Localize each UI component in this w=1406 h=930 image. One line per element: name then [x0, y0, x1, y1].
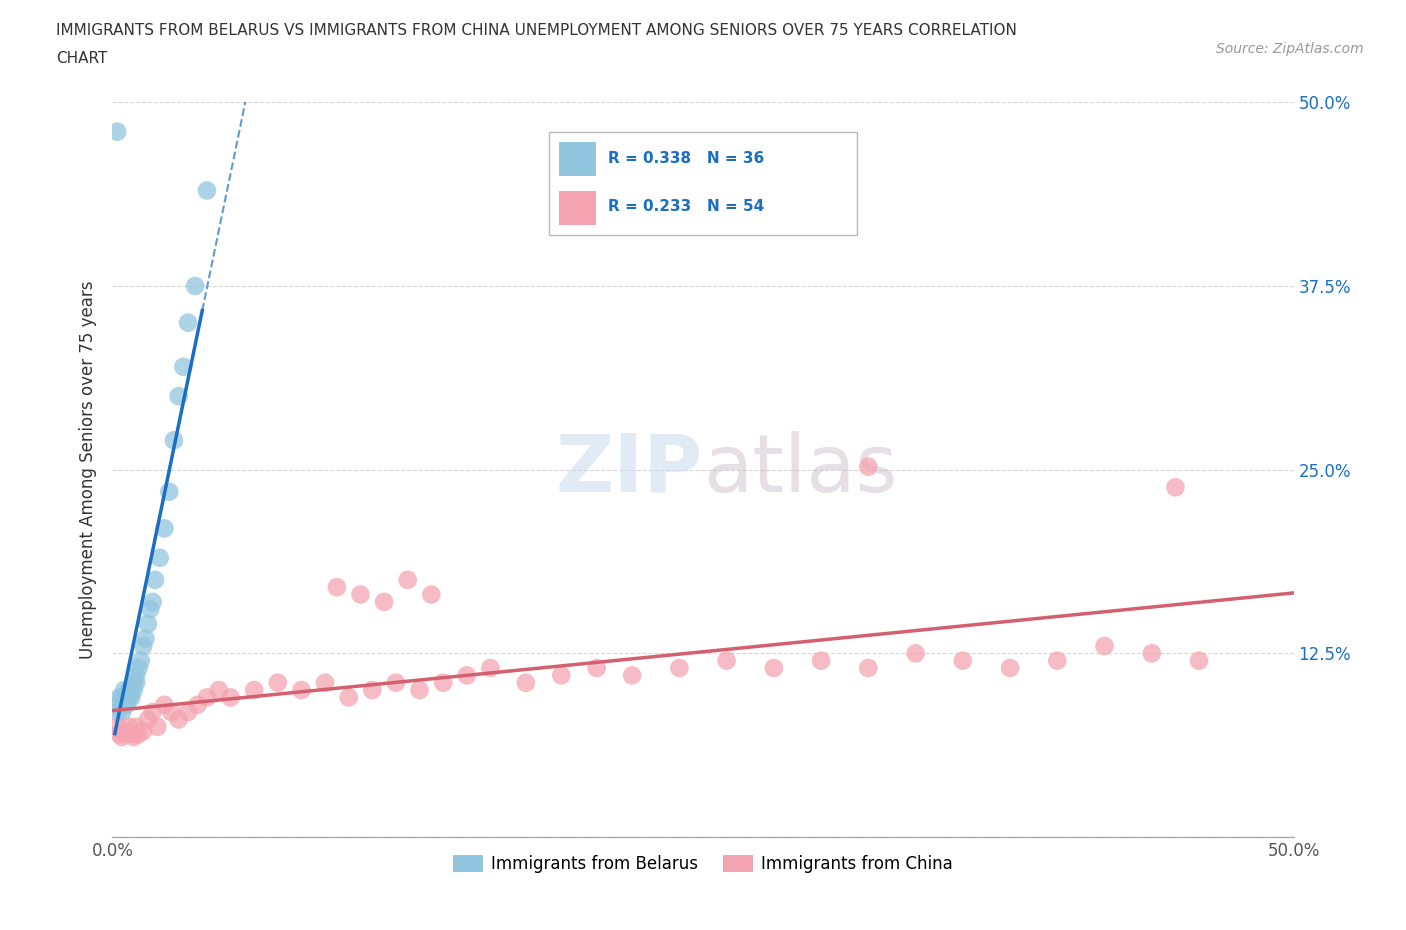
- Point: [998, 660, 1021, 675]
- Point: [115, 726, 138, 741]
- Point: [142, 594, 165, 609]
- Point: [349, 587, 371, 602]
- Point: [195, 183, 218, 198]
- Point: [952, 653, 974, 668]
- Point: [157, 485, 180, 499]
- Point: [153, 698, 176, 712]
- Point: [111, 705, 134, 720]
- Point: [550, 668, 572, 683]
- Point: [314, 675, 336, 690]
- Point: [1164, 480, 1187, 495]
- Point: [105, 720, 128, 735]
- Text: IMMIGRANTS FROM BELARUS VS IMMIGRANTS FROM CHINA UNEMPLOYMENT AMONG SENIORS OVER: IMMIGRANTS FROM BELARUS VS IMMIGRANTS FR…: [56, 23, 1017, 38]
- Point: [122, 683, 145, 698]
- Point: [290, 683, 312, 698]
- Point: [163, 432, 186, 447]
- Point: [186, 698, 208, 712]
- Point: [139, 602, 162, 617]
- Point: [111, 690, 134, 705]
- Point: [115, 698, 138, 712]
- Point: [177, 705, 200, 720]
- Point: [108, 726, 131, 741]
- Point: [420, 587, 443, 602]
- Point: [112, 690, 135, 705]
- Point: [105, 125, 128, 140]
- Point: [120, 726, 142, 741]
- Point: [127, 726, 149, 741]
- Point: [118, 720, 141, 735]
- Text: ZIP: ZIP: [555, 431, 703, 509]
- Point: [373, 594, 395, 609]
- Point: [456, 668, 478, 683]
- Point: [219, 690, 242, 705]
- Text: Source: ZipAtlas.com: Source: ZipAtlas.com: [1216, 42, 1364, 56]
- Point: [385, 675, 408, 690]
- Y-axis label: Unemployment Among Seniors over 75 years: Unemployment Among Seniors over 75 years: [79, 281, 97, 658]
- Legend: Immigrants from Belarus, Immigrants from China: Immigrants from Belarus, Immigrants from…: [446, 848, 960, 880]
- Point: [762, 660, 785, 675]
- Point: [112, 724, 135, 738]
- Point: [1094, 639, 1116, 654]
- Point: [243, 683, 266, 698]
- Point: [125, 668, 148, 683]
- Point: [1140, 646, 1163, 661]
- Point: [479, 660, 502, 675]
- Point: [146, 720, 169, 735]
- Point: [127, 660, 149, 675]
- Point: [115, 690, 138, 705]
- Point: [125, 675, 148, 690]
- Point: [172, 359, 194, 374]
- Point: [153, 521, 176, 536]
- Point: [112, 683, 135, 698]
- Point: [105, 705, 128, 720]
- Text: CHART: CHART: [56, 51, 108, 66]
- Point: [135, 631, 157, 646]
- Point: [408, 683, 430, 698]
- Point: [1046, 653, 1069, 668]
- Point: [1188, 653, 1211, 668]
- Point: [585, 660, 607, 675]
- Point: [432, 675, 454, 690]
- Point: [361, 683, 384, 698]
- Point: [326, 579, 349, 594]
- Point: [195, 690, 218, 705]
- Point: [122, 730, 145, 745]
- Point: [396, 573, 419, 588]
- Point: [125, 720, 148, 735]
- Point: [337, 690, 360, 705]
- Point: [208, 683, 231, 698]
- Point: [621, 668, 644, 683]
- Point: [810, 653, 832, 668]
- Point: [122, 675, 145, 690]
- Point: [111, 730, 134, 745]
- Point: [118, 683, 141, 698]
- Point: [136, 712, 159, 727]
- Point: [668, 660, 690, 675]
- Point: [136, 617, 159, 631]
- Point: [112, 698, 135, 712]
- Point: [118, 690, 141, 705]
- Point: [132, 639, 155, 654]
- Point: [108, 690, 131, 705]
- Point: [160, 705, 183, 720]
- Point: [132, 724, 155, 738]
- Point: [120, 683, 142, 698]
- Point: [167, 389, 190, 404]
- Point: [167, 712, 190, 727]
- Point: [267, 675, 290, 690]
- Point: [108, 698, 131, 712]
- Point: [120, 690, 142, 705]
- Point: [858, 459, 880, 474]
- Point: [515, 675, 537, 690]
- Point: [716, 653, 738, 668]
- Point: [858, 660, 880, 675]
- Point: [904, 646, 927, 661]
- Point: [143, 573, 166, 588]
- Point: [184, 279, 207, 294]
- Point: [149, 551, 172, 565]
- Point: [177, 315, 200, 330]
- Point: [129, 653, 152, 668]
- Point: [142, 705, 165, 720]
- Text: atlas: atlas: [703, 431, 897, 509]
